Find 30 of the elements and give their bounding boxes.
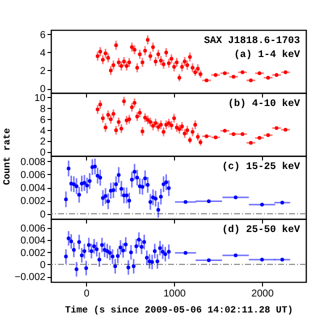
- y-tick-label: 6: [40, 30, 46, 41]
- annotation: SAX J1818.6-1703: [204, 36, 300, 47]
- y-tick-label: 4: [40, 126, 46, 137]
- y-tick-label: 4: [40, 48, 46, 59]
- annotation: (d) 25-50 keV: [222, 224, 300, 236]
- y-tick-label: 0.002: [20, 248, 46, 259]
- annotation: (b) 4-10 keV: [228, 98, 300, 110]
- y-tick-label: 0.008: [20, 156, 46, 168]
- x-tick-label: 2000: [251, 288, 274, 300]
- annotation: (c) 15-25 keV: [222, 161, 300, 173]
- x-tick-label: 1000: [163, 288, 186, 300]
- y-tick-label: 0.004: [20, 236, 46, 247]
- y-tick-label: 8: [40, 104, 46, 115]
- y-tick-label: 0.004: [20, 183, 46, 194]
- annotation: (a) 1-4 keV: [234, 49, 300, 61]
- y-tick-label: 2: [40, 136, 46, 148]
- y-tick-label: 0.002: [20, 196, 46, 208]
- y-axis-title: Count rate: [2, 128, 12, 186]
- y-tick-label: 0: [40, 260, 46, 271]
- y-tick-label: 0.006: [20, 224, 46, 235]
- y-tick-label: 10: [34, 92, 46, 104]
- y-tick-label: 0.006: [20, 170, 46, 181]
- x-tick-label: 0: [84, 288, 90, 300]
- y-tick-label: −0.002: [14, 272, 46, 284]
- x-axis-title: Time (s since 2009-05-06 14:02:11.28 UT): [64, 304, 294, 316]
- y-tick-label: 0: [40, 84, 46, 95]
- y-tick-label: 2: [40, 66, 46, 77]
- y-tick-label: 0: [40, 148, 46, 159]
- y-tick-label: 6: [40, 114, 46, 126]
- y-tick-label: 0: [40, 209, 46, 220]
